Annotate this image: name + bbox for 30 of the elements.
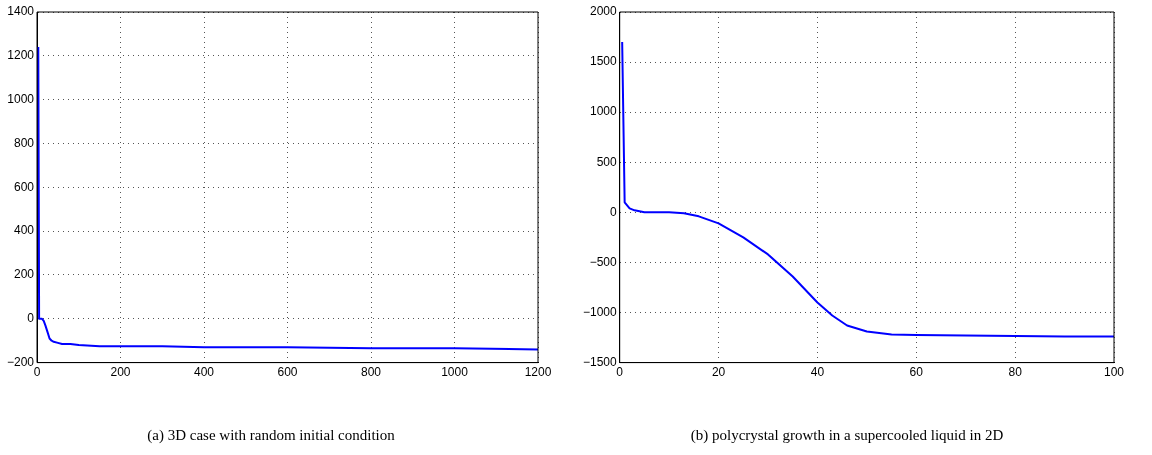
y-tick-label: 500 bbox=[596, 154, 618, 169]
y-tick-label: 0 bbox=[27, 311, 35, 326]
y-tick-label: 2000 bbox=[590, 4, 618, 19]
x-tick-label: 80 bbox=[1008, 365, 1023, 380]
y-tick-label: −500 bbox=[589, 254, 618, 269]
x-tick-label: 20 bbox=[711, 365, 726, 380]
y-tick-label: 400 bbox=[14, 223, 35, 238]
y-tick-label: 0 bbox=[610, 204, 618, 219]
x-tick-label: 100 bbox=[1103, 365, 1125, 380]
x-tick-label: 1200 bbox=[524, 365, 552, 380]
y-tick-label: 200 bbox=[14, 267, 35, 282]
x-tick-label: 400 bbox=[194, 365, 215, 380]
y-tick-label: −1000 bbox=[583, 304, 618, 319]
y-tick-label: 1400 bbox=[7, 4, 35, 19]
y-tick-label: 600 bbox=[14, 179, 35, 194]
y-tick-label: −1500 bbox=[583, 354, 618, 369]
y-tick-label: 1000 bbox=[7, 91, 35, 106]
y-tick-label: −200 bbox=[7, 354, 35, 369]
y-tick-label: 800 bbox=[14, 135, 35, 150]
y-tick-label: 1500 bbox=[590, 54, 618, 69]
x-tick-label: 40 bbox=[810, 365, 825, 380]
x-tick-label: 800 bbox=[360, 365, 382, 380]
x-tick-label: 60 bbox=[909, 365, 924, 380]
y-tick-label: 1200 bbox=[7, 48, 35, 63]
x-tick-label: 200 bbox=[110, 365, 131, 380]
text: (a) 3D case with random initial condition bbox=[147, 426, 396, 444]
y-tick-label: 1000 bbox=[590, 104, 618, 119]
x-tick-label: 600 bbox=[277, 365, 298, 380]
text: (b) polycrystal growth in a supercooled liquid in 2D bbox=[690, 426, 1004, 444]
x-tick-label: 1000 bbox=[441, 365, 469, 380]
